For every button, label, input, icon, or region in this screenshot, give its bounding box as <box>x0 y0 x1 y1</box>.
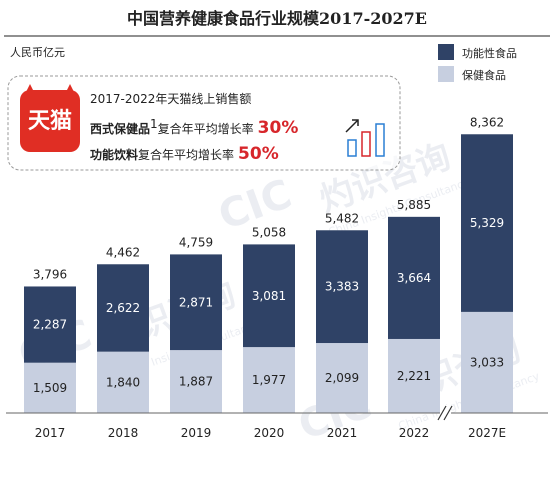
data-label-health-food-2017: 1,509 <box>33 381 67 395</box>
callout-line3-bold: 功能饮料 <box>90 147 138 162</box>
total-label-2017: 3,796 <box>33 267 67 281</box>
bars <box>24 134 513 413</box>
tmall-ear-icon <box>64 84 76 96</box>
bar-functional-food-2017 <box>24 286 76 363</box>
tmall-ear-icon <box>24 84 36 96</box>
data-label-health-food-2018: 1,840 <box>106 375 140 389</box>
icon-bar-2 <box>361 131 371 157</box>
axis-break-gap <box>440 405 451 421</box>
callout-border <box>7 75 401 171</box>
total-label-2019: 4,759 <box>179 235 213 249</box>
data-label-functional-food-2019: 2,871 <box>179 295 213 309</box>
callout-line3-pct: 50% <box>238 144 279 164</box>
x-tick-2017: 2017 <box>35 426 66 440</box>
data-label-functional-food-2021: 3,383 <box>325 280 359 294</box>
total-label-2020: 5,058 <box>252 225 286 239</box>
bar-health-food-2022 <box>388 338 440 413</box>
callout-line2-pct: 30% <box>258 118 299 138</box>
bar-functional-food-2022 <box>388 216 440 339</box>
x-tick-2022: 2022 <box>399 426 430 440</box>
x-tick-2021: 2021 <box>327 426 358 440</box>
bar-health-food-2019 <box>170 350 222 413</box>
tmall-logo-bg <box>20 90 80 152</box>
x-ticks: 2017 2018 2019 2020 2021 2022 2027E <box>35 426 506 440</box>
icon-bar-1 <box>347 139 357 157</box>
x-tick-2020: 2020 <box>254 426 285 440</box>
growth-chart-icon <box>345 119 385 157</box>
legend-label-functional: 功能性食品 <box>462 46 517 60</box>
axis-break-mark <box>437 405 447 421</box>
total-label-2022: 5,885 <box>397 198 431 212</box>
data-label-health-food-2021: 2,099 <box>325 371 359 385</box>
data-label-functional-food-2017: 2,287 <box>33 318 67 332</box>
chart-title: 中国营养健康食品行业规模2017-2027E <box>127 9 427 28</box>
callout-line3: 功能饮料复合年平均增长率 50% <box>90 144 279 164</box>
callout-line3-text: 复合年平均增长率 <box>138 147 234 162</box>
callout-box: 天猫 2017-2022年天猫线上销售额 西式保健品1复合年平均增长率 30% 功… <box>7 75 401 171</box>
data-label-health-food-2019: 1,887 <box>179 375 213 389</box>
callout-line2-bold: 西式保健品 <box>90 121 150 136</box>
legend-swatch-functional <box>438 44 454 60</box>
growth-arrowhead-icon <box>352 119 359 126</box>
data-label-functional-food-2027E: 5,329 <box>470 216 504 230</box>
bar-functional-food-2019 <box>170 254 222 351</box>
tmall-logo-text: 天猫 <box>28 109 72 134</box>
icon-bar-3 <box>375 123 385 157</box>
data-label-health-food-2020: 1,977 <box>252 373 286 387</box>
bar-health-food-2027E <box>461 311 513 413</box>
callout-line2-sup: 1 <box>150 117 158 131</box>
bar-labels: 1,509 2,287 3,796 1,840 2,622 4,462 1,887 2,871… <box>33 115 504 395</box>
data-label-functional-food-2018: 2,622 <box>106 301 140 315</box>
bar-health-food-2017 <box>24 362 76 413</box>
axis-break <box>437 405 453 421</box>
bar-health-food-2021 <box>316 343 368 413</box>
axis-break-mark <box>443 405 453 421</box>
legend-swatch-health <box>438 66 454 82</box>
callout-line2-text: 复合年平均增长率 <box>158 121 254 136</box>
data-label-health-food-2027E: 3,033 <box>470 355 504 369</box>
bar-functional-food-2027E <box>461 134 513 312</box>
data-label-functional-food-2022: 3,664 <box>397 271 431 285</box>
tmall-logo: 天猫 <box>20 84 80 152</box>
callout-line1: 2017-2022年天猫线上销售额 <box>90 91 251 106</box>
bar-health-food-2018 <box>97 351 149 413</box>
x-tick-2018: 2018 <box>108 426 139 440</box>
data-label-functional-food-2020: 3,081 <box>252 289 286 303</box>
callout-line2: 西式保健品1复合年平均增长率 30% <box>90 117 298 138</box>
legend-label-health: 保健食品 <box>462 68 506 82</box>
bar-health-food-2020 <box>243 347 295 413</box>
total-label-2018: 4,462 <box>106 245 140 259</box>
x-tick-2027E: 2027E <box>468 426 506 440</box>
x-tick-2019: 2019 <box>181 426 212 440</box>
unit-label: 人民币亿元 <box>10 46 65 59</box>
bar-functional-food-2021 <box>316 230 368 344</box>
total-label-2021: 5,482 <box>325 211 359 225</box>
growth-arrow-icon <box>345 119 359 133</box>
total-label-2027E: 8,362 <box>470 115 504 129</box>
legend: 功能性食品 保健食品 <box>438 44 517 82</box>
data-label-health-food-2022: 2,221 <box>397 369 431 383</box>
bar-functional-food-2018 <box>97 264 149 352</box>
bar-functional-food-2020 <box>243 244 295 348</box>
